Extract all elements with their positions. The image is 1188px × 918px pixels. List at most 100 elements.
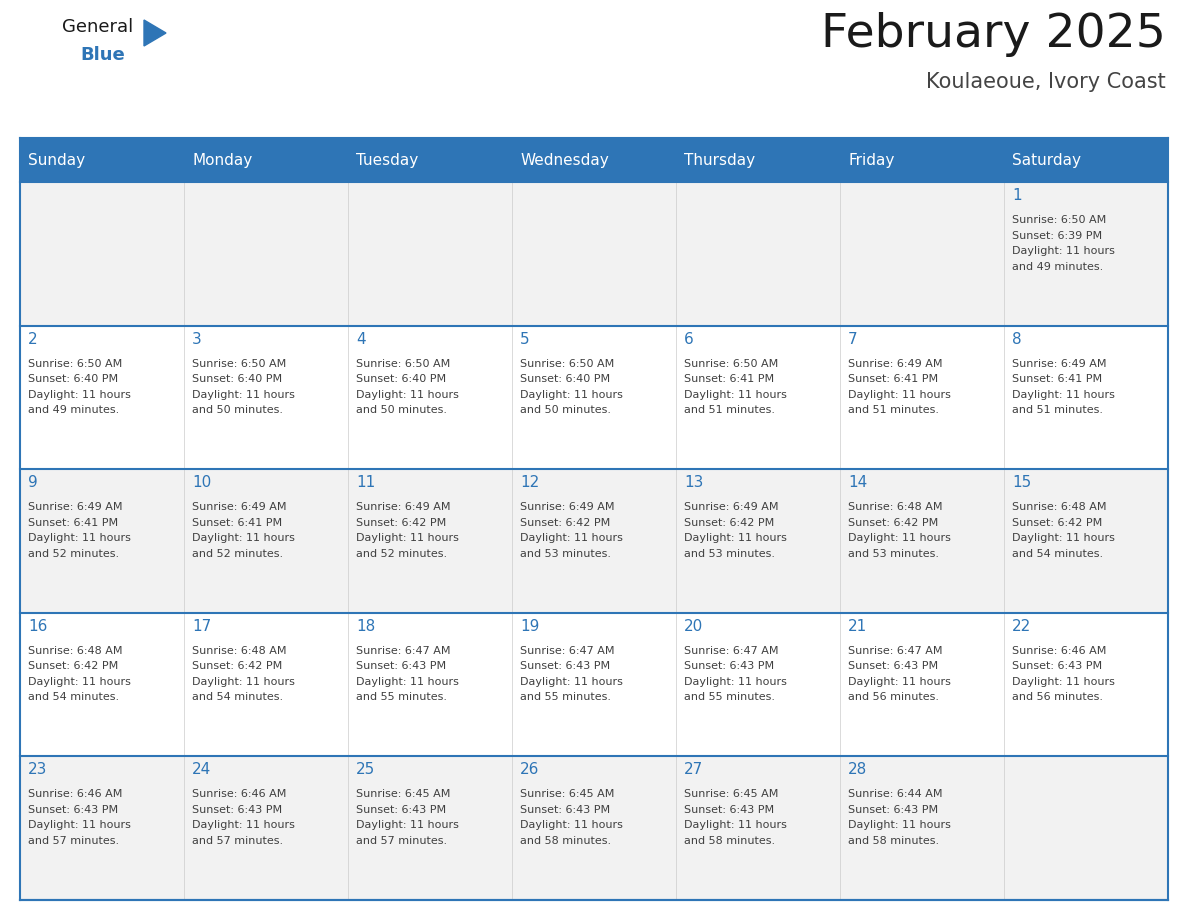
Text: 11: 11 — [356, 476, 375, 490]
Bar — [184, 469, 348, 613]
Text: Daylight: 11 hours: Daylight: 11 hours — [1012, 246, 1114, 256]
Text: Sunset: 6:42 PM: Sunset: 6:42 PM — [684, 518, 775, 528]
Text: 2: 2 — [29, 331, 38, 347]
Text: and 50 minutes.: and 50 minutes. — [520, 405, 611, 415]
Text: 23: 23 — [29, 763, 48, 778]
Text: Sunrise: 6:45 AM: Sunrise: 6:45 AM — [520, 789, 614, 800]
Text: Daylight: 11 hours: Daylight: 11 hours — [356, 821, 459, 831]
Text: Sunset: 6:43 PM: Sunset: 6:43 PM — [1012, 661, 1102, 671]
Bar — [512, 326, 676, 469]
Text: and 49 minutes.: and 49 minutes. — [29, 405, 119, 415]
Text: Sunset: 6:42 PM: Sunset: 6:42 PM — [192, 661, 283, 671]
Text: 6: 6 — [684, 331, 694, 347]
Text: Daylight: 11 hours: Daylight: 11 hours — [29, 677, 131, 687]
Text: and 53 minutes.: and 53 minutes. — [520, 549, 611, 559]
Text: Daylight: 11 hours: Daylight: 11 hours — [192, 533, 295, 543]
Text: Sunrise: 6:50 AM: Sunrise: 6:50 AM — [1012, 215, 1106, 225]
Text: Daylight: 11 hours: Daylight: 11 hours — [1012, 533, 1114, 543]
Text: Sunrise: 6:50 AM: Sunrise: 6:50 AM — [29, 359, 122, 369]
Text: and 57 minutes.: and 57 minutes. — [29, 836, 119, 845]
Bar — [676, 613, 840, 756]
Text: 13: 13 — [684, 476, 703, 490]
Text: Wednesday: Wednesday — [520, 152, 609, 167]
Bar — [20, 182, 184, 326]
Text: Sunrise: 6:47 AM: Sunrise: 6:47 AM — [520, 645, 614, 655]
Text: Sunset: 6:42 PM: Sunset: 6:42 PM — [848, 518, 939, 528]
Text: Sunset: 6:43 PM: Sunset: 6:43 PM — [192, 805, 282, 815]
Text: Sunset: 6:40 PM: Sunset: 6:40 PM — [520, 375, 611, 384]
Text: 15: 15 — [1012, 476, 1031, 490]
Bar — [348, 138, 512, 182]
Text: Sunrise: 6:45 AM: Sunrise: 6:45 AM — [684, 789, 778, 800]
Text: Daylight: 11 hours: Daylight: 11 hours — [192, 821, 295, 831]
Bar — [1004, 138, 1168, 182]
Text: and 52 minutes.: and 52 minutes. — [192, 549, 283, 559]
Text: and 58 minutes.: and 58 minutes. — [520, 836, 611, 845]
Bar — [348, 613, 512, 756]
Text: Daylight: 11 hours: Daylight: 11 hours — [356, 533, 459, 543]
Text: Daylight: 11 hours: Daylight: 11 hours — [684, 533, 786, 543]
Text: and 52 minutes.: and 52 minutes. — [29, 549, 119, 559]
Text: Daylight: 11 hours: Daylight: 11 hours — [192, 389, 295, 399]
Text: 3: 3 — [192, 331, 202, 347]
Bar — [20, 613, 184, 756]
Text: Sunrise: 6:47 AM: Sunrise: 6:47 AM — [356, 645, 450, 655]
Bar — [840, 613, 1004, 756]
Text: 14: 14 — [848, 476, 867, 490]
Text: 24: 24 — [192, 763, 211, 778]
Text: and 51 minutes.: and 51 minutes. — [1012, 405, 1102, 415]
Text: 20: 20 — [684, 619, 703, 633]
Bar — [184, 326, 348, 469]
Text: 8: 8 — [1012, 331, 1022, 347]
Text: Sunset: 6:42 PM: Sunset: 6:42 PM — [29, 661, 119, 671]
Bar — [1004, 326, 1168, 469]
Text: and 58 minutes.: and 58 minutes. — [684, 836, 775, 845]
Text: Sunrise: 6:46 AM: Sunrise: 6:46 AM — [29, 789, 122, 800]
Bar — [184, 613, 348, 756]
Text: Daylight: 11 hours: Daylight: 11 hours — [1012, 677, 1114, 687]
Bar — [348, 182, 512, 326]
Text: Daylight: 11 hours: Daylight: 11 hours — [520, 389, 623, 399]
Text: Sunset: 6:41 PM: Sunset: 6:41 PM — [29, 518, 118, 528]
Text: Sunrise: 6:49 AM: Sunrise: 6:49 AM — [520, 502, 614, 512]
Bar — [512, 469, 676, 613]
Text: Sunrise: 6:48 AM: Sunrise: 6:48 AM — [1012, 502, 1106, 512]
Text: Daylight: 11 hours: Daylight: 11 hours — [848, 821, 950, 831]
Text: Friday: Friday — [848, 152, 895, 167]
Bar — [676, 182, 840, 326]
Text: 26: 26 — [520, 763, 539, 778]
Text: and 51 minutes.: and 51 minutes. — [684, 405, 775, 415]
Text: Sunset: 6:43 PM: Sunset: 6:43 PM — [848, 661, 939, 671]
Text: 7: 7 — [848, 331, 858, 347]
Text: Sunday: Sunday — [29, 152, 86, 167]
Text: Sunset: 6:43 PM: Sunset: 6:43 PM — [356, 805, 447, 815]
Text: and 51 minutes.: and 51 minutes. — [848, 405, 939, 415]
Text: Sunrise: 6:46 AM: Sunrise: 6:46 AM — [1012, 645, 1106, 655]
Bar — [840, 469, 1004, 613]
Text: Sunrise: 6:49 AM: Sunrise: 6:49 AM — [356, 502, 450, 512]
Bar — [676, 469, 840, 613]
Text: 10: 10 — [192, 476, 211, 490]
Text: Sunset: 6:43 PM: Sunset: 6:43 PM — [520, 805, 611, 815]
Bar — [1004, 613, 1168, 756]
Bar — [676, 756, 840, 900]
Text: Sunrise: 6:44 AM: Sunrise: 6:44 AM — [848, 789, 942, 800]
Bar — [1004, 756, 1168, 900]
Text: and 55 minutes.: and 55 minutes. — [520, 692, 611, 702]
Text: Sunrise: 6:49 AM: Sunrise: 6:49 AM — [29, 502, 122, 512]
Text: Sunset: 6:41 PM: Sunset: 6:41 PM — [1012, 375, 1102, 384]
Text: Daylight: 11 hours: Daylight: 11 hours — [848, 677, 950, 687]
Text: and 56 minutes.: and 56 minutes. — [1012, 692, 1102, 702]
Text: and 57 minutes.: and 57 minutes. — [356, 836, 447, 845]
Text: Sunset: 6:40 PM: Sunset: 6:40 PM — [192, 375, 282, 384]
Bar — [840, 182, 1004, 326]
Bar — [676, 326, 840, 469]
Text: 25: 25 — [356, 763, 375, 778]
Text: Daylight: 11 hours: Daylight: 11 hours — [684, 677, 786, 687]
Text: Koulaeoue, Ivory Coast: Koulaeoue, Ivory Coast — [927, 72, 1165, 92]
Bar — [348, 326, 512, 469]
Text: Daylight: 11 hours: Daylight: 11 hours — [29, 533, 131, 543]
Text: Daylight: 11 hours: Daylight: 11 hours — [684, 389, 786, 399]
Text: Sunset: 6:43 PM: Sunset: 6:43 PM — [29, 805, 118, 815]
Text: 22: 22 — [1012, 619, 1031, 633]
